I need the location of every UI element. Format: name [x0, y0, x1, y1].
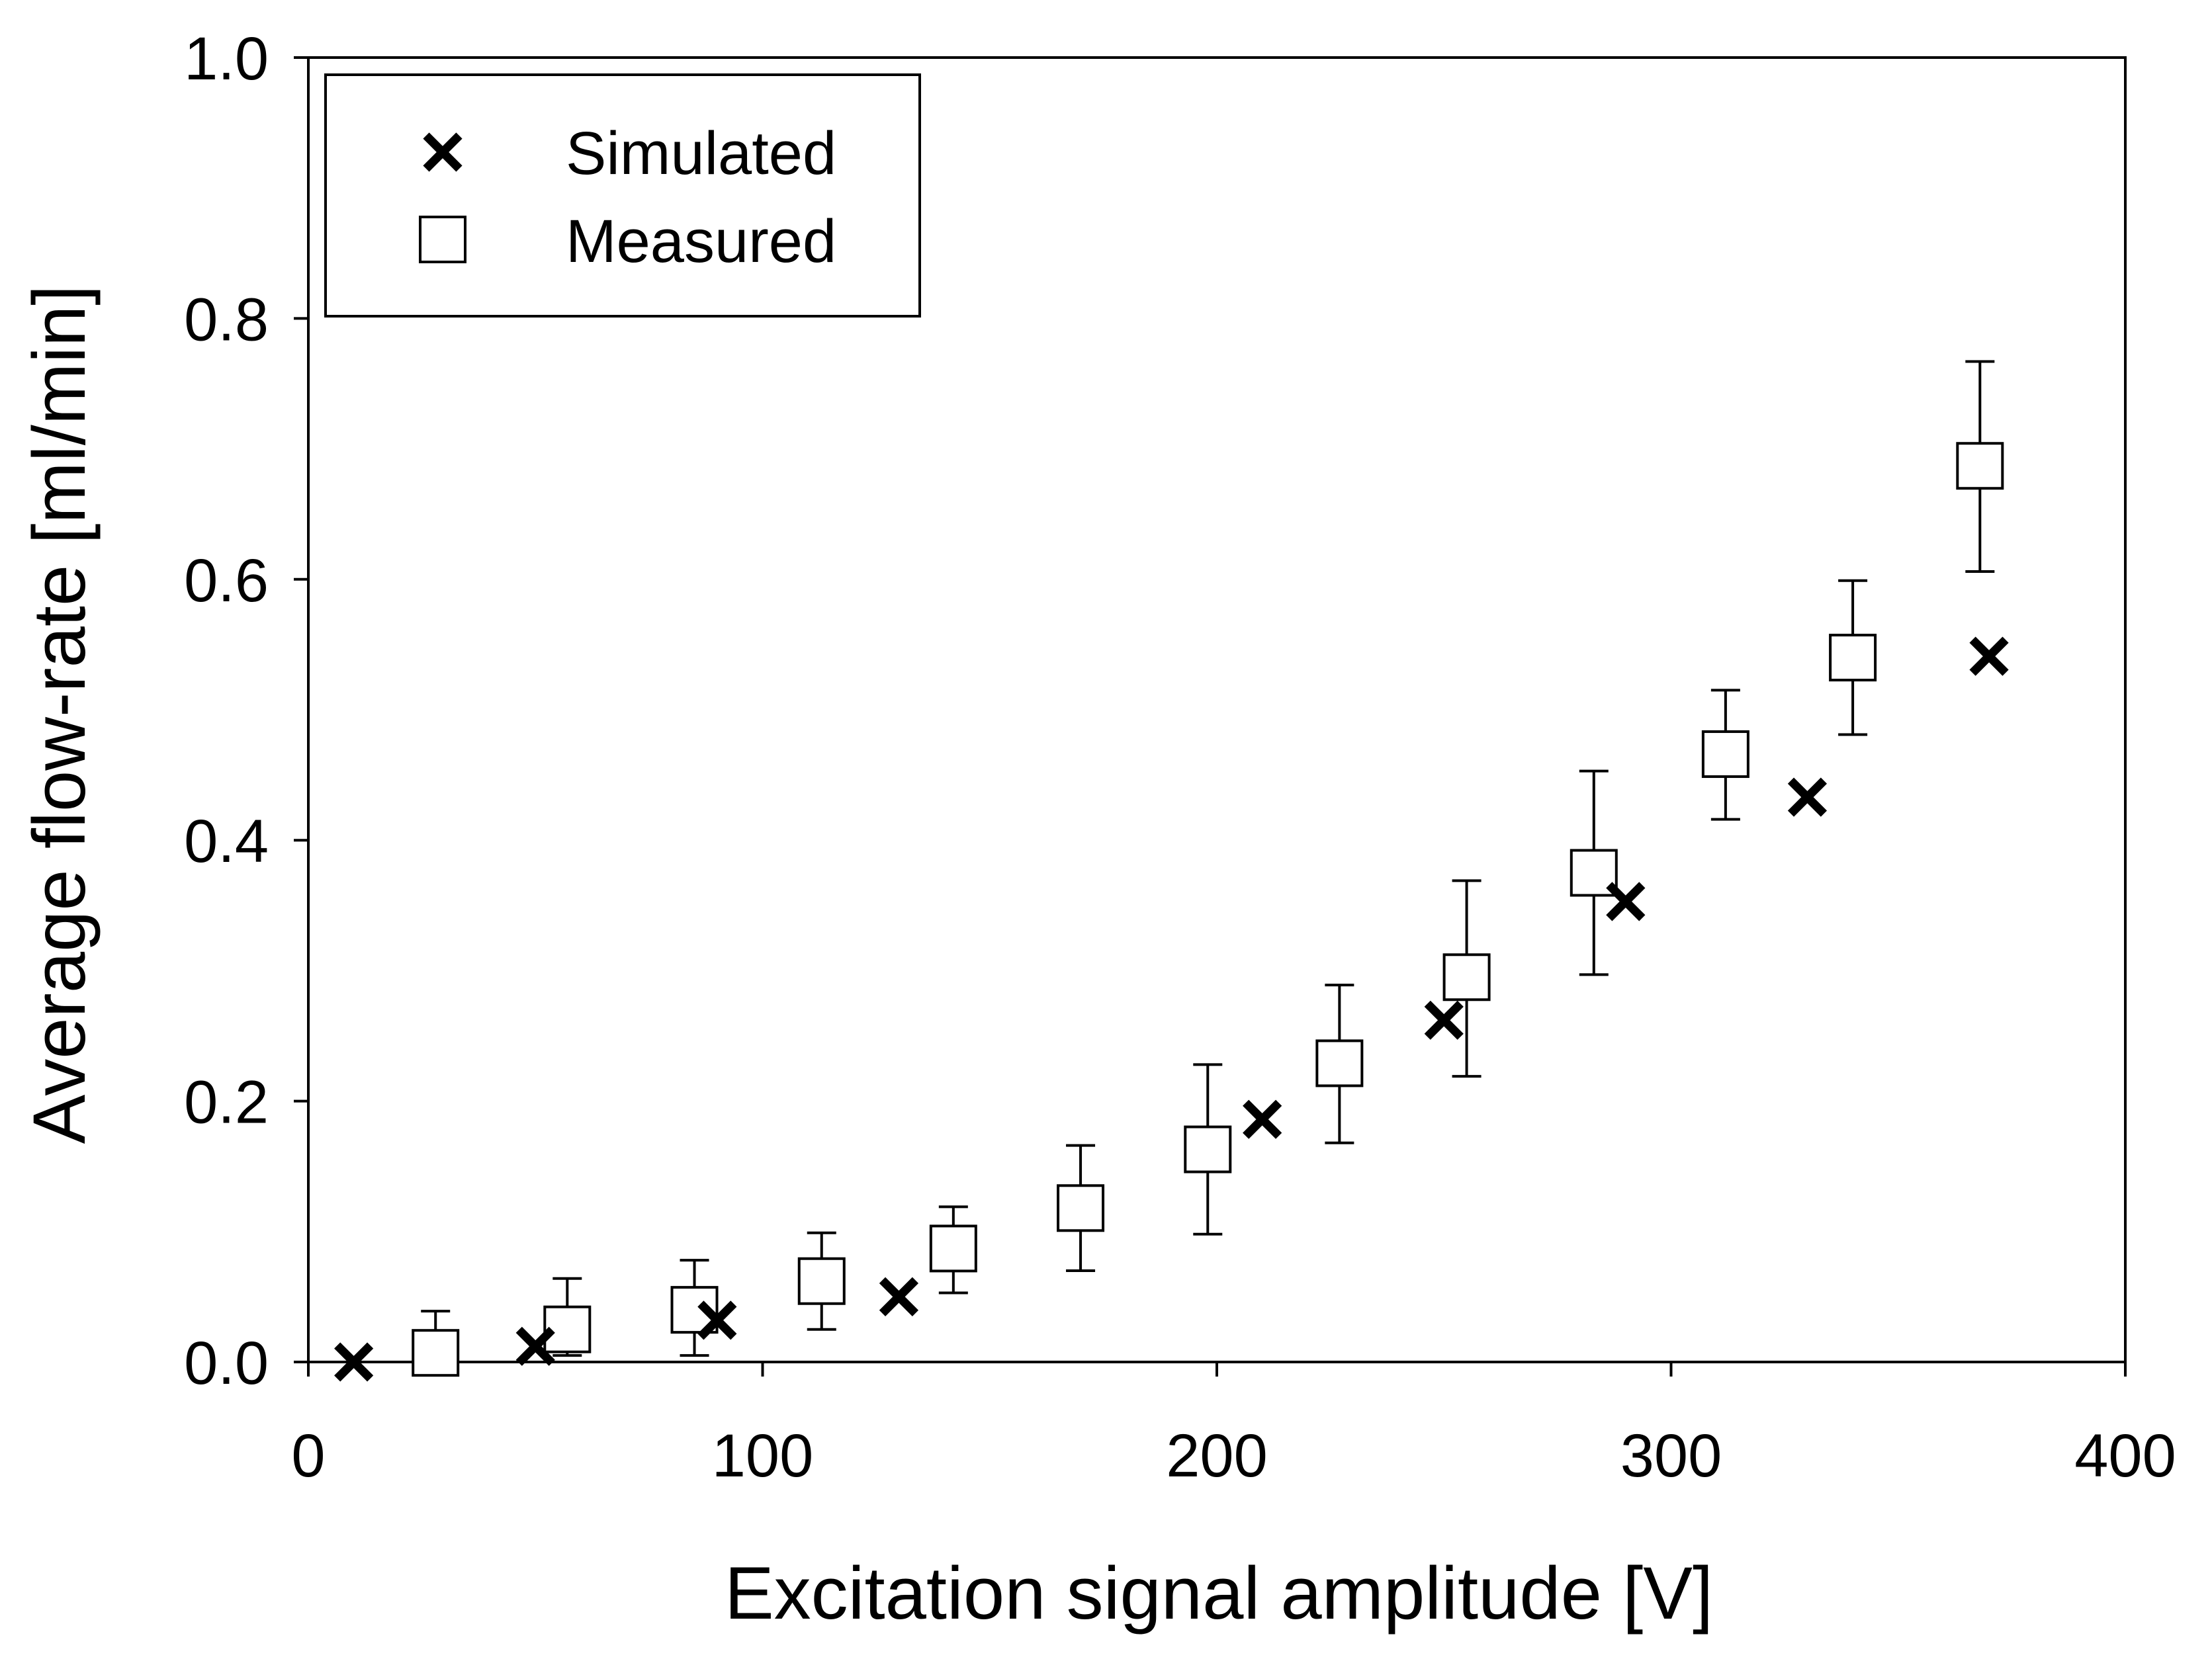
measured-point	[797, 1257, 846, 1305]
y-tick-label: 0.0	[184, 1330, 269, 1397]
x-marker-stroke	[334, 1342, 374, 1382]
measured-point	[1184, 1125, 1232, 1173]
measured-point	[1057, 1184, 1105, 1232]
x-marker-stroke	[1787, 777, 1828, 817]
simulated-point	[1424, 1000, 1464, 1040]
y-tick-label: 1.0	[184, 25, 269, 93]
simulated-point	[1969, 636, 2009, 676]
x-marker-stroke	[697, 1300, 737, 1340]
simulated-point	[879, 1277, 919, 1316]
x-tick-label: 300	[1620, 1422, 1722, 1490]
x-marker-stroke	[1969, 636, 2009, 676]
simulated-point	[697, 1300, 737, 1340]
measured-point	[1315, 1039, 1364, 1087]
x-marker-stroke	[423, 132, 463, 172]
x-marker-stroke	[1606, 882, 1646, 921]
y-tick-label: 0.4	[184, 808, 269, 875]
plot-layer: 0 100 200 300 400 0.0 0.2 0.4 0.6 0.8 1.0	[184, 25, 2176, 1490]
x-marker-stroke	[1243, 1099, 1282, 1139]
x-tick-label: 0	[291, 1422, 325, 1490]
y-tick-label: 0.6	[184, 547, 269, 615]
simulated-point	[1606, 882, 1646, 921]
simulated-point	[515, 1326, 555, 1366]
x-tick-label: 400	[2074, 1422, 2176, 1490]
measured-point	[412, 1329, 460, 1377]
legend-simulated-x-glyph	[423, 132, 463, 172]
y-axis-title: Average flow-rate [ml/min]	[18, 285, 101, 1144]
x-marker-stroke	[1424, 1000, 1464, 1040]
measured-point	[1956, 442, 2004, 490]
y-tick-label: 0.8	[184, 286, 269, 353]
simulated-point	[1243, 1099, 1282, 1139]
measured-point	[929, 1224, 977, 1273]
measured-point	[1829, 634, 1877, 682]
legend-box	[324, 73, 921, 318]
x-tick-label: 200	[1166, 1422, 1268, 1490]
measured-point	[1442, 953, 1491, 1001]
measured-point	[543, 1305, 592, 1353]
simulated-point	[334, 1342, 374, 1382]
x-axis-title: Excitation signal amplitude [V]	[725, 1552, 1713, 1635]
legend-label-simulated: Simulated	[566, 120, 836, 187]
simulated-point	[1787, 777, 1828, 817]
y-tick-label: 0.2	[184, 1069, 269, 1136]
legend-label-measured: Measured	[566, 208, 836, 275]
x-tick-label: 100	[712, 1422, 814, 1490]
legend: Simulated Measured	[324, 73, 921, 318]
measured-point	[1701, 730, 1749, 779]
legend-measured-square-glyph	[419, 216, 466, 263]
x-marker-stroke	[879, 1277, 919, 1316]
x-marker-stroke	[515, 1326, 555, 1366]
legend-simulated-marker-icon	[423, 132, 463, 172]
legend-measured-marker-icon	[419, 216, 466, 263]
